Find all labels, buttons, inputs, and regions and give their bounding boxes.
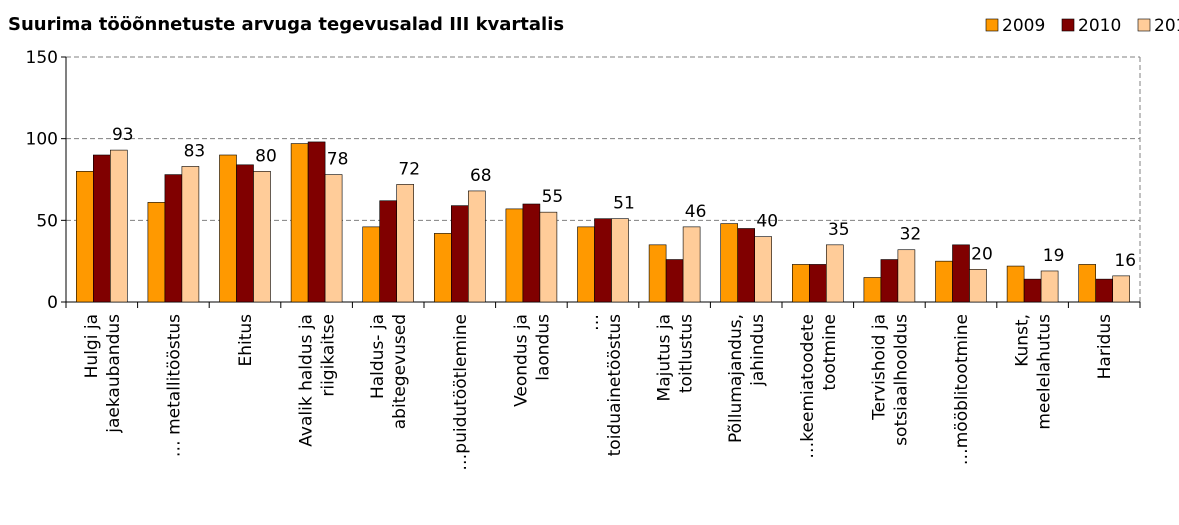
- legend-swatch: [985, 18, 999, 32]
- data-label: 80: [255, 146, 277, 166]
- data-label: 72: [398, 159, 420, 179]
- bar: [577, 226, 595, 303]
- data-label: 55: [542, 187, 564, 207]
- bar: [379, 200, 398, 303]
- legend-label: 2009: [1002, 16, 1045, 36]
- bar: [1040, 270, 1059, 303]
- bar: [147, 202, 166, 303]
- y-tick-label: 150: [26, 48, 58, 68]
- y-tick-label: 0: [47, 293, 58, 313]
- bar: [236, 164, 254, 303]
- y-tick-label: 50: [36, 211, 58, 231]
- legend-label: 2010: [1078, 16, 1121, 36]
- bar: [754, 236, 773, 303]
- bar: [219, 154, 237, 303]
- data-label: 20: [971, 244, 993, 264]
- x-tick-label: Põllumajandus, jahindus: [726, 314, 768, 443]
- bar: [863, 277, 882, 303]
- bar: [76, 171, 94, 303]
- bar: [253, 171, 271, 303]
- bar: [290, 143, 309, 303]
- bar: [1023, 278, 1042, 303]
- x-tick-label: Hulgi ja jaekaubandus: [82, 314, 124, 434]
- bar: [539, 211, 558, 303]
- bar: [682, 226, 701, 303]
- x-tick-label: …keemiatoodete tootmine: [798, 314, 840, 459]
- bar: [164, 174, 183, 303]
- x-tick-label: …puidutöötlemine: [451, 314, 471, 471]
- bar: [1078, 264, 1096, 303]
- x-tick-label: Haridus: [1095, 314, 1115, 379]
- x-tick-label: … toiduainetööstus: [583, 314, 625, 456]
- data-label: 46: [685, 202, 707, 222]
- data-label: 51: [613, 194, 635, 214]
- bar: [880, 259, 899, 303]
- bar: [825, 244, 844, 303]
- data-label: 19: [1043, 246, 1065, 266]
- bar: [522, 203, 541, 303]
- data-label: 40: [756, 212, 778, 232]
- y-tick-label: 100: [26, 130, 58, 150]
- bar: [665, 259, 684, 303]
- bar: [1112, 275, 1130, 303]
- data-label: 35: [828, 220, 850, 240]
- bar: [737, 228, 756, 303]
- bar: [93, 154, 111, 303]
- x-tick-label: Tervishoid ja sotsiaalhooldus: [869, 314, 911, 446]
- chart-title: Suurima tööõnnetuste arvuga tegevusalad …: [8, 14, 564, 35]
- legend-label: 2011: [1154, 16, 1179, 36]
- bar: [1006, 265, 1025, 303]
- bar: [396, 184, 415, 303]
- bar: [467, 190, 486, 303]
- bar: [307, 141, 326, 303]
- bar: [594, 218, 612, 303]
- bar: [720, 223, 739, 303]
- x-tick-label: Avalik haldus ja riigikaitse: [297, 314, 339, 447]
- data-label: 32: [900, 225, 922, 245]
- bar: [110, 149, 128, 303]
- x-tick-label: Veondus ja laondus: [511, 314, 553, 407]
- legend-swatch: [1137, 18, 1151, 32]
- bar: [362, 226, 381, 303]
- bar: [450, 205, 469, 303]
- bar: [611, 218, 629, 303]
- data-label: 93: [112, 125, 134, 145]
- x-tick-label: Majutus ja toitlustus: [655, 314, 697, 402]
- data-label: 68: [470, 166, 492, 186]
- x-tick-label: …mööblitootmine: [952, 314, 972, 465]
- bar: [1095, 278, 1113, 303]
- data-label: 16: [1114, 251, 1136, 271]
- bar: [181, 166, 200, 303]
- legend-swatch: [1061, 18, 1075, 32]
- bar: [324, 174, 343, 303]
- x-tick-label: Kunst, meelelahutus: [1013, 314, 1055, 430]
- data-label: 83: [184, 141, 206, 161]
- x-tick-label: Ehitus: [236, 314, 256, 367]
- bar: [969, 269, 987, 303]
- bar: [897, 249, 916, 303]
- x-tick-label: … metallitööstus: [164, 314, 184, 457]
- x-tick-label: Haldus- ja abitegevused: [368, 314, 410, 429]
- bar: [935, 260, 953, 303]
- bar: [791, 264, 810, 303]
- bar: [952, 244, 970, 303]
- bar: [648, 244, 667, 303]
- bar: [433, 233, 452, 303]
- bar: [505, 208, 524, 303]
- data-label: 78: [327, 150, 349, 170]
- bar: [808, 264, 827, 303]
